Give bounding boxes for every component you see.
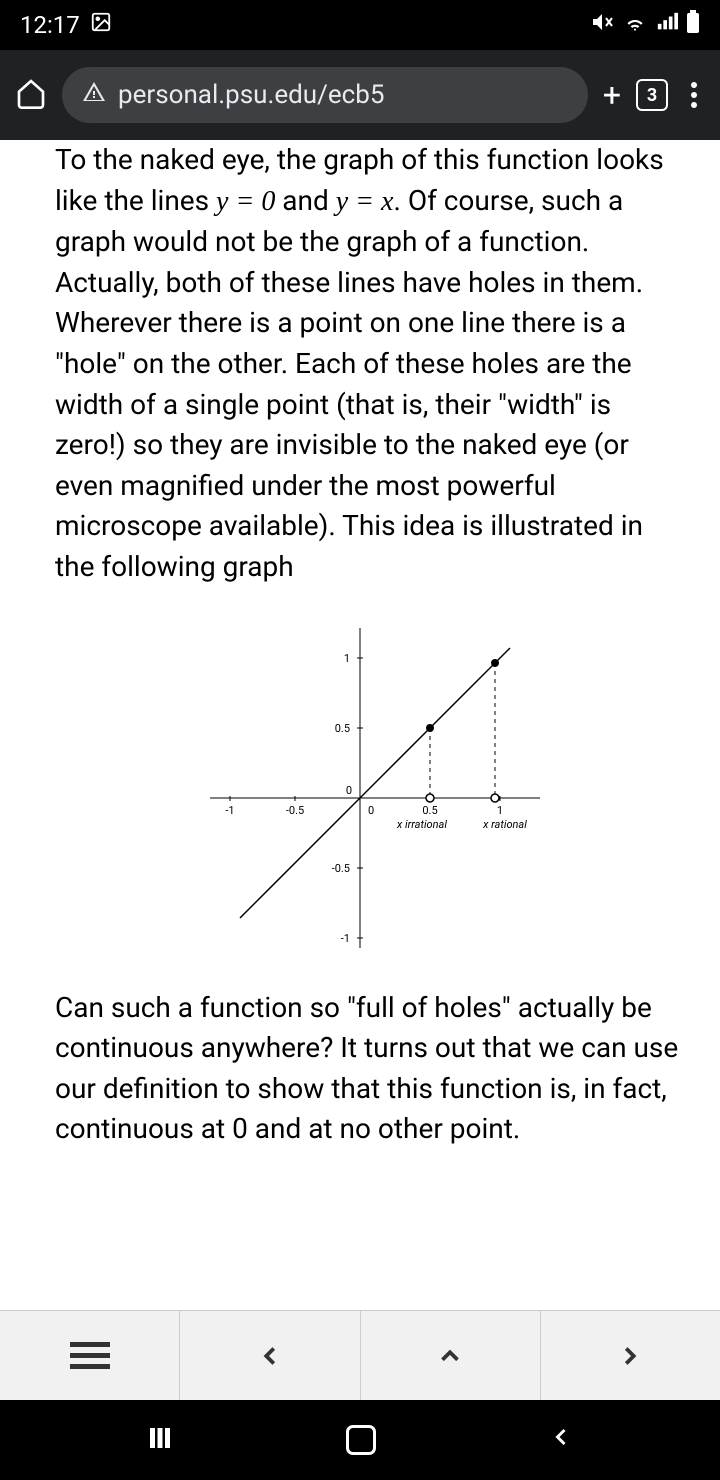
graph-label-rational: x rational <box>482 818 527 831</box>
svg-text:-1: -1 <box>341 932 350 945</box>
svg-text:1: 1 <box>344 652 350 665</box>
equation-2: y = x <box>336 186 394 217</box>
svg-text:0: 0 <box>368 804 374 817</box>
svg-text:-0.5: -0.5 <box>332 862 350 875</box>
page-content: To the naked eye, the graph of this func… <box>0 140 720 1310</box>
url-bar[interactable]: personal.psu.edu/ecb5 <box>62 67 588 123</box>
nav-bar <box>0 1400 720 1480</box>
status-right <box>590 9 700 41</box>
browser-bar: personal.psu.edu/ecb5 + 3 <box>0 50 720 140</box>
warning-icon <box>82 80 106 111</box>
svg-text:-0.5: -0.5 <box>286 804 304 817</box>
function-graph: 1 0.5 0 -0.5 -1 -1 -0.5 0 0.5 1 <box>170 618 570 958</box>
svg-text:0.5: 0.5 <box>422 804 437 817</box>
tab-count-button[interactable]: 3 <box>636 79 668 111</box>
hamburger-icon <box>70 1342 110 1369</box>
status-left: 12:17 <box>20 11 112 39</box>
nav-back-button[interactable] <box>547 1421 575 1459</box>
menu-icon[interactable] <box>683 82 705 108</box>
svg-text:0.5: 0.5 <box>335 722 350 735</box>
toolbar-back-button[interactable] <box>180 1311 360 1400</box>
graph-container: 1 0.5 0 -0.5 -1 -1 -0.5 0 0.5 1 <box>55 618 685 958</box>
graph-label-irrational: x irrational <box>396 818 447 831</box>
status-time: 12:17 <box>20 11 80 39</box>
toolbar-forward-button[interactable] <box>541 1311 720 1400</box>
svg-text:1: 1 <box>497 804 503 817</box>
wifi-icon <box>622 9 648 41</box>
toolbar-up-button[interactable] <box>361 1311 541 1400</box>
bottom-toolbar <box>0 1310 720 1400</box>
svg-text:-1: -1 <box>225 804 234 817</box>
mute-icon <box>590 10 614 40</box>
image-icon <box>90 11 112 39</box>
home-icon[interactable] <box>15 77 47 113</box>
battery-icon <box>686 10 700 40</box>
signal-icon <box>656 11 678 39</box>
paragraph-2: Can such a function so "full of holes" a… <box>55 988 685 1150</box>
nav-home-button[interactable] <box>346 1425 376 1455</box>
toolbar-menu-button[interactable] <box>0 1311 180 1400</box>
equation-1: y = 0 <box>216 186 275 217</box>
status-bar: 12:17 <box>0 0 720 50</box>
new-tab-icon[interactable]: + <box>603 76 621 114</box>
url-text: personal.psu.edu/ecb5 <box>118 80 384 110</box>
tab-count-value: 3 <box>647 85 657 106</box>
svg-text:0: 0 <box>346 784 352 797</box>
nav-recent-button[interactable] <box>145 1423 175 1457</box>
paragraph-1: To the naked eye, the graph of this func… <box>55 140 685 588</box>
